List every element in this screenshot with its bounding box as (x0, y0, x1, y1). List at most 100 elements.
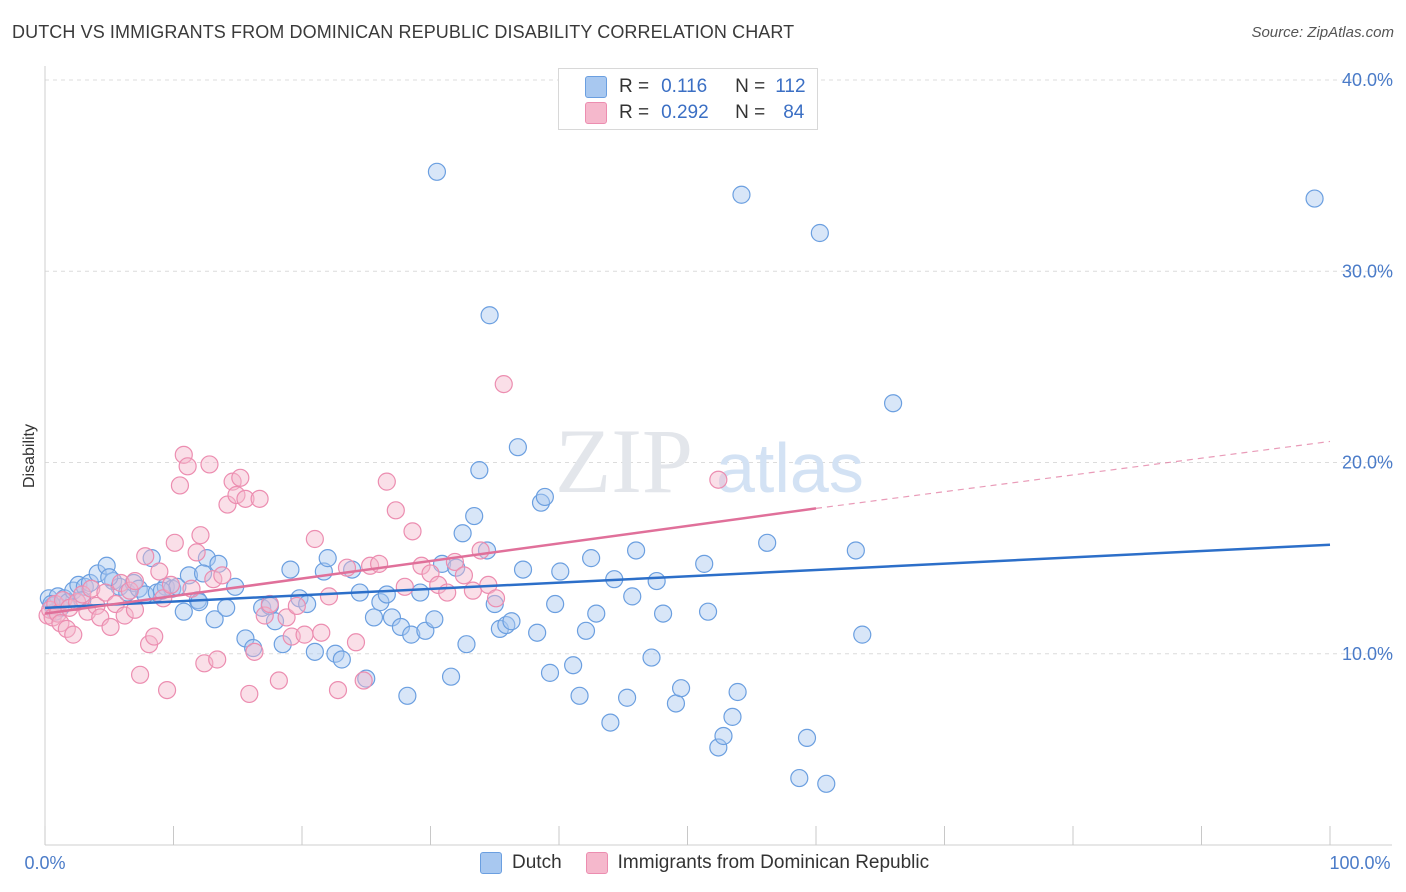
data-point (208, 650, 227, 669)
data-point (883, 394, 903, 413)
data-point (152, 581, 172, 600)
legend-swatch-dutch (585, 76, 607, 98)
data-point (357, 669, 376, 688)
data-point (174, 602, 193, 621)
data-point (623, 587, 642, 606)
data-point (191, 526, 210, 545)
data-point (287, 596, 306, 616)
data-point (240, 684, 259, 704)
data-point (728, 682, 747, 702)
data-point (130, 665, 150, 684)
data-point (260, 594, 279, 614)
axis-labels: 0.0% 100.0% 10.0% 20.0% 30.0% 40.0% Disability (21, 70, 1393, 873)
series-legend-swatch-dominican (585, 852, 608, 874)
data-point (265, 612, 285, 631)
y-tick-label: 40.0% (1342, 70, 1393, 90)
data-point (332, 650, 351, 669)
data-point (576, 621, 596, 640)
legend-row-dominican: R = 0.292 N = 84 (585, 101, 804, 125)
series-legend-label-dominican: Immigrants from Dominican Republic (617, 852, 930, 873)
y-tick-label: 10.0% (1342, 644, 1393, 664)
legend-n-label: N = (735, 76, 766, 97)
watermark-zip: ZIP (555, 410, 693, 512)
data-point (486, 589, 506, 608)
data-point (395, 577, 414, 596)
series-legend-label-dutch: Dutch (512, 852, 562, 873)
data-point (454, 566, 474, 585)
data-point (255, 606, 274, 625)
data-point (377, 472, 396, 491)
data-point (217, 598, 236, 617)
trend-line-1 (44, 507, 817, 615)
data-point (797, 728, 817, 748)
series-legend-item-dutch[interactable]: Dutch (480, 852, 562, 874)
data-point (73, 585, 92, 604)
legend-r-value: 0.292 (661, 102, 709, 123)
data-point (471, 541, 490, 560)
data-point (732, 185, 751, 204)
data-point (150, 562, 169, 581)
data-point (758, 533, 777, 552)
data-point (115, 606, 134, 625)
data-point (1305, 189, 1324, 208)
data-point (145, 627, 164, 646)
data-point (125, 571, 145, 591)
data-point (653, 604, 673, 623)
data-point (582, 549, 601, 568)
data-point (364, 608, 384, 627)
legend-r-value: 0.116 (661, 76, 708, 97)
data-point (250, 489, 269, 508)
data-point (269, 671, 288, 690)
data-point (671, 679, 691, 698)
data-point (204, 570, 223, 589)
watermark-atlas: atlas (716, 429, 864, 507)
data-point (535, 487, 554, 507)
data-point (485, 594, 504, 614)
data-point (205, 610, 224, 629)
data-point (236, 629, 255, 648)
legend-n-label: N = (735, 102, 766, 123)
data-point (136, 547, 155, 566)
y-tick-label: 20.0% (1342, 453, 1393, 473)
stats-legend: R = 0.116 N = 112 R = 0.292 N = 84 (558, 68, 818, 130)
data-point (465, 506, 484, 526)
data-point (295, 625, 314, 644)
data-point (540, 663, 560, 682)
data-point (790, 768, 809, 788)
data-point (165, 533, 184, 552)
series-legend-item-dominican[interactable]: Immigrants from Dominican Republic (585, 852, 930, 874)
legend-swatch-dominican (585, 102, 607, 124)
data-point (328, 680, 348, 700)
data-point (494, 374, 513, 394)
legend-n-value: 84 (783, 102, 805, 123)
data-point (647, 571, 666, 591)
series-dominican-points (38, 374, 728, 704)
legend-r-label: R = (619, 76, 650, 97)
y-tick-label: 30.0% (1342, 261, 1393, 281)
data-point (100, 568, 119, 587)
axes (44, 66, 1392, 846)
data-point (528, 623, 547, 642)
data-point (398, 686, 417, 705)
data-point (277, 608, 296, 627)
data-point (227, 485, 246, 505)
data-point (463, 581, 483, 600)
data-point (564, 656, 583, 675)
data-point (508, 438, 527, 457)
chart-title: DUTCH VS IMMIGRANTS FROM DOMINICAN REPUB… (12, 22, 795, 42)
data-point (97, 556, 116, 575)
data-point (174, 445, 193, 464)
data-point (666, 694, 686, 713)
data-point (231, 468, 250, 487)
data-point (709, 738, 728, 757)
data-point (502, 612, 521, 631)
data-point (427, 162, 447, 181)
data-point (601, 713, 620, 732)
data-point (354, 671, 373, 690)
data-point (546, 594, 565, 614)
data-point (193, 564, 213, 583)
data-point (120, 581, 139, 600)
data-point (312, 623, 331, 642)
data-point (714, 726, 733, 746)
